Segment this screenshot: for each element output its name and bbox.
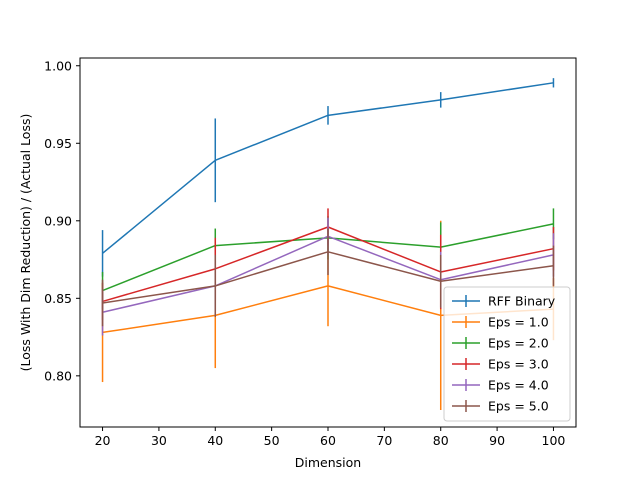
y-tick-label: 0.85 bbox=[44, 291, 72, 306]
legend-item: Eps = 5.0 bbox=[452, 399, 549, 414]
legend-item: Eps = 4.0 bbox=[452, 378, 549, 393]
legend-label: Eps = 5.0 bbox=[488, 399, 549, 414]
legend-item: Eps = 1.0 bbox=[452, 315, 549, 330]
series-1 bbox=[101, 78, 555, 277]
x-tick-label: 90 bbox=[489, 433, 505, 448]
legend: RFF Binary Eps = 1.0 Eps = 2.0 Eps = 3.0 Eps… bbox=[443, 286, 571, 422]
x-axis-label: Dimension bbox=[295, 455, 361, 470]
x-tick-label: 30 bbox=[151, 433, 167, 448]
y-tick-label: 0.80 bbox=[44, 368, 72, 383]
series-line bbox=[102, 251, 554, 304]
legend-label: RFF Binary bbox=[488, 294, 556, 309]
legend-label: Eps = 2.0 bbox=[488, 336, 549, 351]
axis-ticks: 20 30 40 50 60 70 80 90 100 0.80 0.85 0.90 0.95 1.00 bbox=[44, 58, 565, 448]
legend-item: Eps = 2.0 bbox=[452, 336, 549, 351]
x-tick-label: 50 bbox=[264, 433, 280, 448]
x-tick-label: 80 bbox=[433, 433, 449, 448]
x-tick-label: 100 bbox=[542, 433, 566, 448]
x-tick-label: 70 bbox=[376, 433, 392, 448]
y-tick-label: 0.90 bbox=[44, 213, 72, 228]
legend-label: Eps = 3.0 bbox=[488, 357, 549, 372]
legend-item: Eps = 3.0 bbox=[452, 357, 549, 372]
legend-label: Eps = 4.0 bbox=[488, 378, 549, 393]
legend-box bbox=[443, 286, 571, 422]
series-6 bbox=[101, 228, 555, 327]
x-tick-label: 60 bbox=[320, 433, 336, 448]
legend-label: Eps = 1.0 bbox=[488, 315, 549, 330]
x-tick-label: 20 bbox=[95, 433, 111, 448]
legend-item: RFF Binary bbox=[452, 294, 556, 309]
y-tick-label: 1.00 bbox=[44, 58, 72, 73]
y-axis-label: (Loss With Dim Reduction) / (Actual Loss… bbox=[18, 114, 33, 372]
x-tick-label: 40 bbox=[207, 433, 223, 448]
series-line bbox=[102, 82, 554, 254]
y-tick-label: 0.95 bbox=[44, 136, 72, 151]
